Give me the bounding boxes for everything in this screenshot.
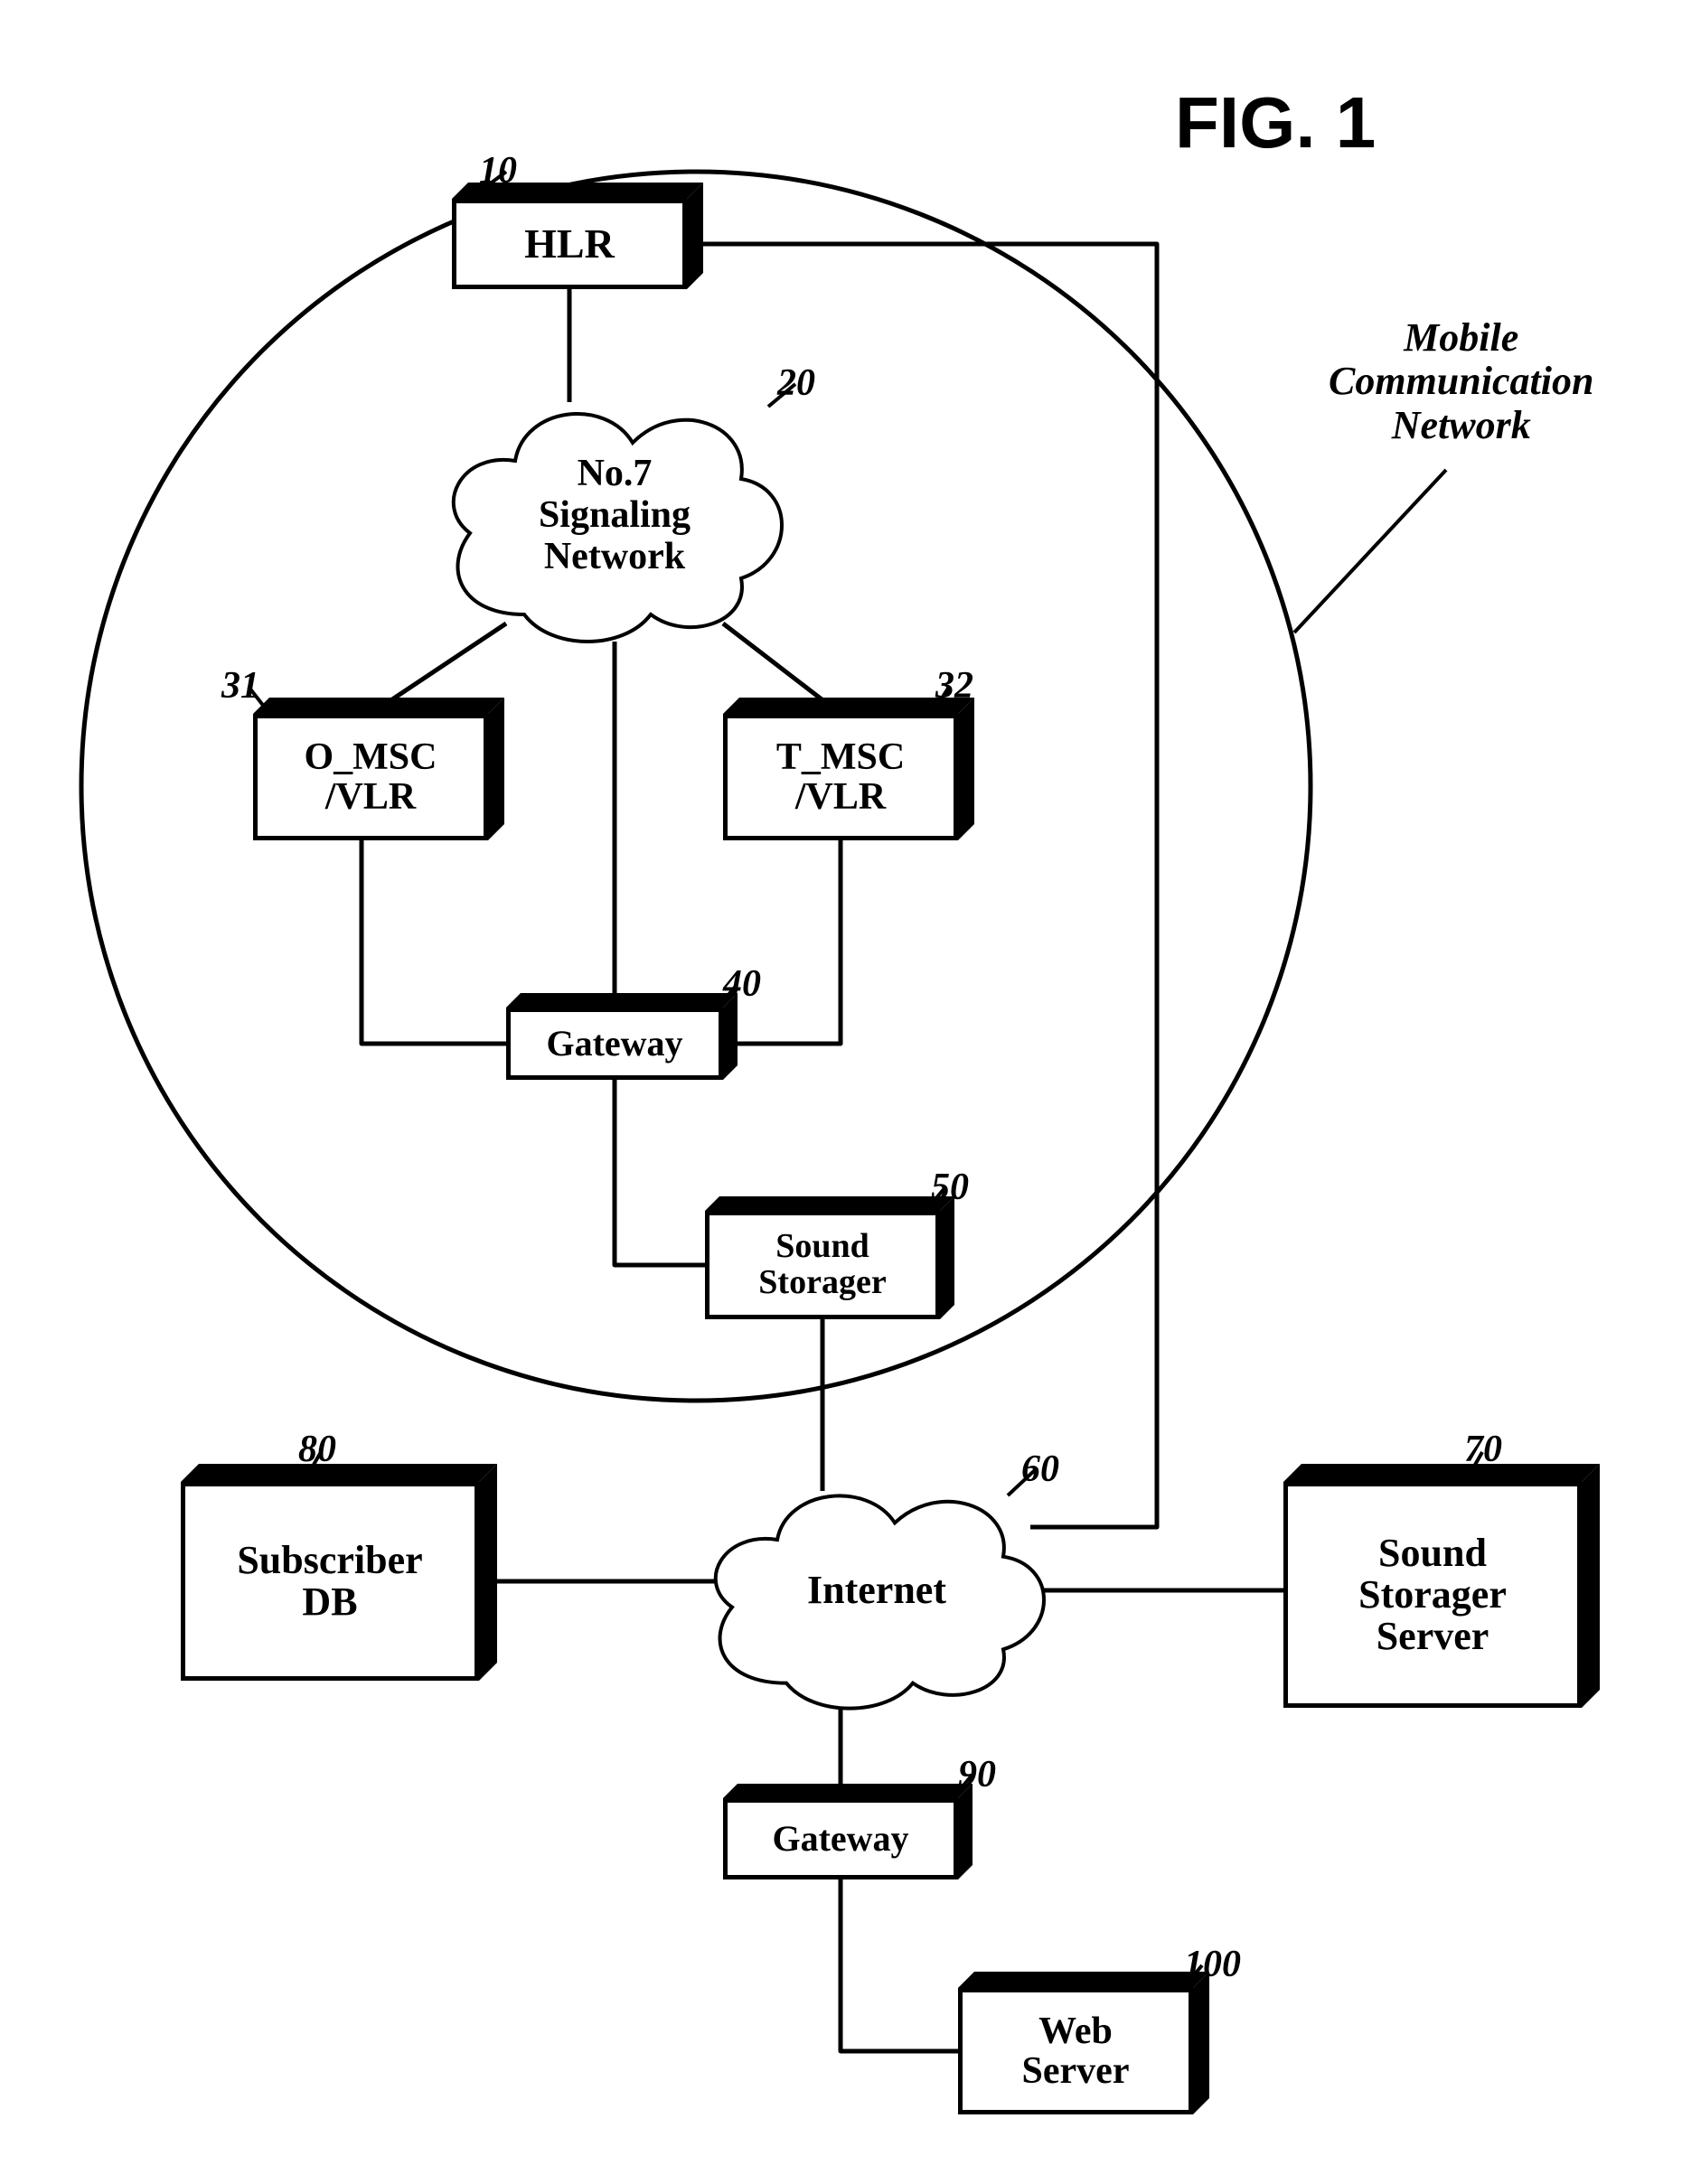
ref-tmsc: 32 <box>935 664 973 708</box>
ref-omsc: 31 <box>221 664 259 708</box>
cloud-internet-label: Internet <box>696 1464 1057 1717</box>
ref-sound_server: 70 <box>1464 1428 1502 1471</box>
ref-signaling: 20 <box>777 361 815 405</box>
node-subscriber_db-label: Subscriber DB <box>181 1482 479 1681</box>
connection-omsc-gateway1 <box>362 840 506 1044</box>
cloud-internet: Internet <box>696 1464 1057 1717</box>
node-sound_storager-label: Sound Storager <box>705 1211 940 1319</box>
node-omsc: O_MSC /VLR <box>253 698 504 840</box>
node-sound_storager: Sound Storager <box>705 1196 954 1319</box>
ref-sound_storager: 50 <box>931 1166 969 1209</box>
node-gateway2-label: Gateway <box>723 1798 958 1879</box>
figure-title: FIG. 1 <box>1175 81 1376 164</box>
node-gateway1-label: Gateway <box>506 1008 723 1080</box>
node-gateway1: Gateway <box>506 993 738 1080</box>
node-subscriber_db: Subscriber DB <box>181 1464 497 1681</box>
ref-web_server: 100 <box>1184 1943 1241 1986</box>
node-web_server-label: Web Server <box>958 1988 1193 2114</box>
connection-tmsc-gateway1 <box>723 840 841 1044</box>
diagram-canvas: FIG. 1 Mobile Communication Network HLR 10 O… <box>0 0 1682 2184</box>
node-sound_server: Sound Storager Server <box>1283 1464 1600 1708</box>
node-gateway2: Gateway <box>723 1784 973 1879</box>
ref-subscriber_db: 80 <box>298 1428 336 1471</box>
cloud-signaling-label: No.7 Signaling Network <box>434 380 795 651</box>
node-tmsc: T_MSC /VLR <box>723 698 974 840</box>
ref-gateway1: 40 <box>723 962 761 1006</box>
node-hlr: HLR <box>452 183 703 289</box>
connection-gateway2-web_server <box>841 1879 958 2051</box>
node-sound_server-label: Sound Storager Server <box>1283 1482 1582 1708</box>
network-label-leader <box>1294 470 1446 633</box>
mobile-network-label: Mobile Communication Network <box>1329 316 1593 447</box>
node-omsc-label: O_MSC /VLR <box>253 714 488 840</box>
connection-gateway1-sound_storager <box>615 1080 705 1265</box>
node-hlr-label: HLR <box>452 199 687 289</box>
node-tmsc-label: T_MSC /VLR <box>723 714 958 840</box>
ref-hlr: 10 <box>479 149 517 192</box>
ref-gateway2: 90 <box>958 1753 996 1796</box>
cloud-signaling: No.7 Signaling Network <box>434 380 795 651</box>
node-web_server: Web Server <box>958 1972 1209 2114</box>
ref-internet: 60 <box>1021 1448 1059 1491</box>
